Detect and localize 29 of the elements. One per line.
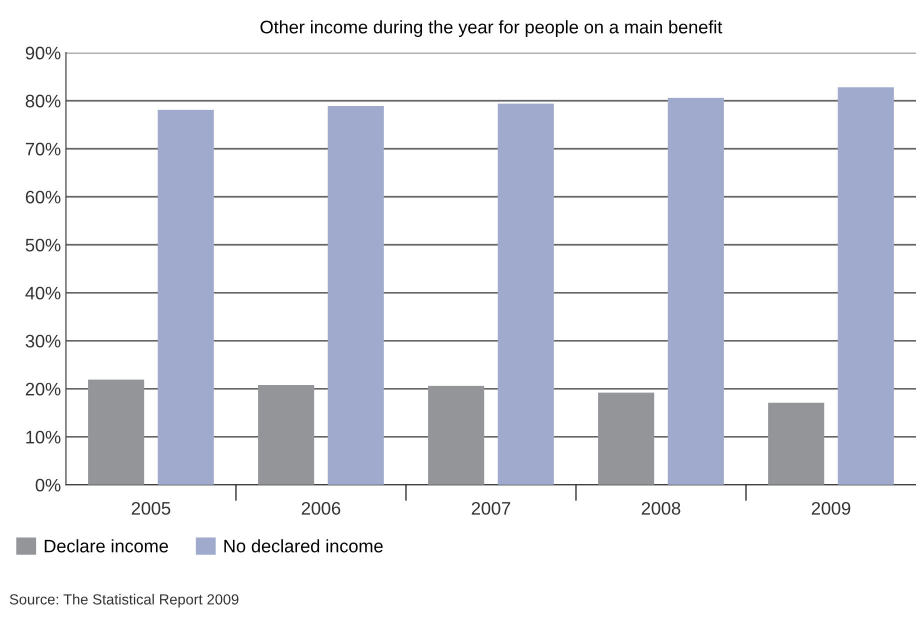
y-tick-label: 40% [25,286,60,300]
x-tick-label: 2007 [472,502,510,515]
legend-label: No declared income [224,539,383,552]
legend-label: Declare income [44,539,168,552]
y-tick-label: 50% [26,238,60,252]
bar [328,106,384,485]
bar [428,386,484,485]
x-tick-label: 2008 [642,502,680,515]
x-tick-label: 2005 [132,502,170,515]
bar [598,392,654,485]
y-tick-label: 90% [26,46,60,60]
bar [158,110,214,485]
y-tick-label: 30% [26,334,60,348]
y-tick-label: 10% [26,430,60,444]
bar [768,402,824,485]
source-note: Source: The Statistical Report 2009 [10,594,238,608]
bar [668,98,724,485]
y-tick-label: 20% [26,382,60,396]
y-tick-label: 60% [26,190,60,204]
y-tick-label: 0% [36,478,60,492]
bar [498,104,554,485]
y-tick-label: 80% [26,94,60,108]
bar [838,87,894,485]
x-tick-label: 2009 [812,502,850,515]
bar [258,384,314,485]
x-tick-label: 2006 [302,502,340,515]
y-tick-label: 70% [26,142,60,156]
bar [88,380,144,485]
chart-title: Other income during the year for people on a main benefit [260,20,722,38]
